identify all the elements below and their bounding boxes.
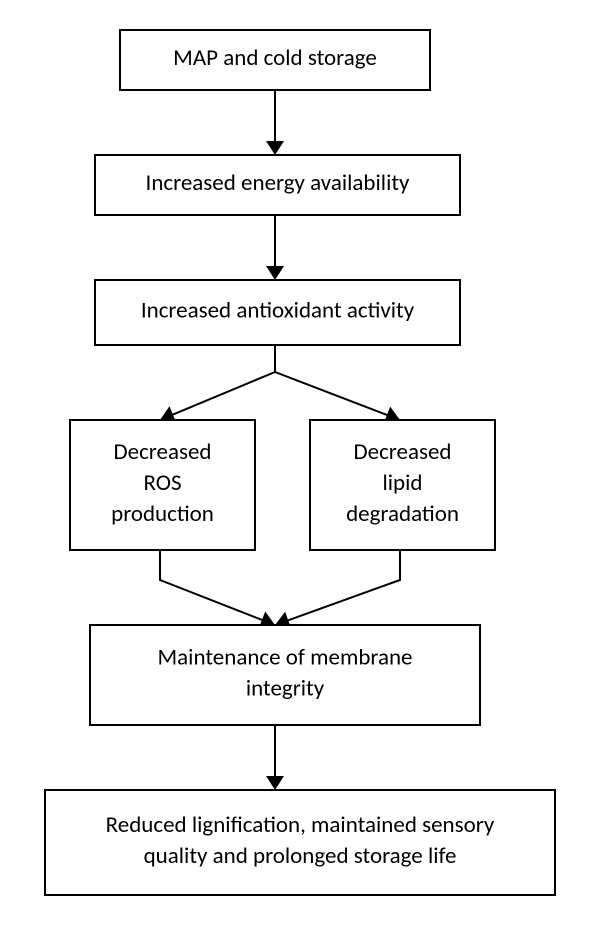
node-n3-label: Increased antioxidant activity [141, 297, 415, 325]
node-n2-label: Increased energy availability [146, 169, 411, 197]
edge-n3-n4 [173, 345, 275, 415]
arrowhead-n2-n3 [266, 266, 284, 280]
flowchart-canvas: MAP and cold storage Increased energy ava… [0, 0, 600, 943]
edge-n4-n6 [160, 550, 262, 620]
edge-n5-n6 [288, 550, 400, 620]
node-n1-label: MAP and cold storage [173, 44, 377, 72]
arrowhead-n1-n2 [266, 141, 284, 155]
arrowhead-n6-n7 [266, 776, 284, 790]
edge-n3-n5 [275, 345, 387, 415]
